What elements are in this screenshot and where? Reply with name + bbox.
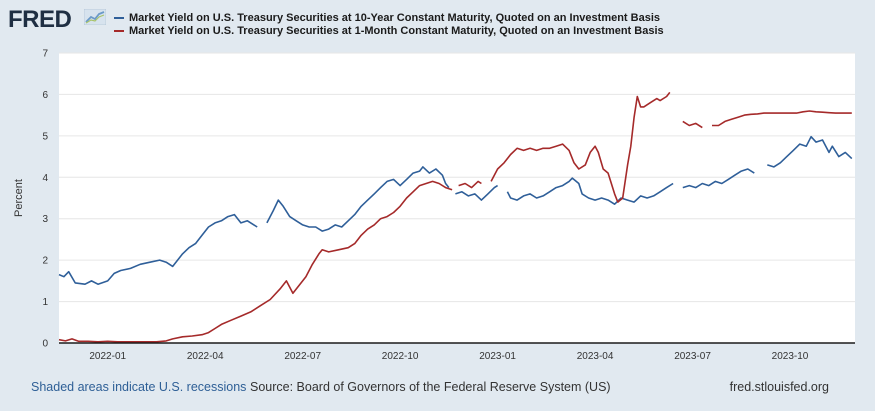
legend-label-1-month: Market Yield on U.S. Treasury Securities… bbox=[129, 24, 664, 37]
y-axis-title: Percent bbox=[13, 179, 25, 217]
y-axis-ticks: 0 1 2 3 4 5 6 7 bbox=[42, 49, 48, 350]
chart-footer: Shaded areas indicate U.S. recessions So… bbox=[0, 380, 875, 400]
legend-item-1-month[interactable]: Market Yield on U.S. Treasury Securities… bbox=[114, 24, 664, 37]
x-tick-label: 2023-10 bbox=[772, 351, 809, 362]
y-tick-label: 6 bbox=[42, 90, 48, 101]
x-tick-label: 2022-07 bbox=[284, 351, 321, 362]
x-tick-label: 2023-04 bbox=[577, 351, 614, 362]
y-tick-label: 1 bbox=[42, 297, 48, 308]
chart-header: FRED Market Yield on U.S. Treasury Secur… bbox=[0, 0, 875, 48]
x-axis-ticks: 2022-01 2022-04 2022-07 2022-10 2023-01 2023-… bbox=[89, 351, 808, 362]
y-tick-label: 0 bbox=[42, 339, 48, 350]
y-tick-label: 3 bbox=[42, 214, 48, 225]
fred-logo[interactable]: FRED bbox=[8, 6, 72, 33]
y-tick-label: 4 bbox=[42, 173, 48, 184]
series-line-10-year[interactable] bbox=[58, 135, 853, 285]
y-tick-label: 7 bbox=[42, 49, 48, 60]
y-gridlines bbox=[59, 52, 855, 303]
y-tick-label: 5 bbox=[42, 131, 48, 142]
plot-area bbox=[59, 53, 855, 343]
recession-note-link[interactable]: Shaded areas indicate U.S. recessions bbox=[31, 380, 247, 394]
series-lines bbox=[58, 91, 853, 343]
y-tick-label: 2 bbox=[42, 256, 48, 267]
source-note: Source: Board of Governors of the Federa… bbox=[250, 380, 611, 394]
legend-item-10-year[interactable]: Market Yield on U.S. Treasury Securities… bbox=[114, 11, 664, 24]
legend-swatch-1-month bbox=[114, 29, 124, 32]
x-tick-label: 2023-07 bbox=[674, 351, 711, 362]
chart-legend: Market Yield on U.S. Treasury Securities… bbox=[114, 11, 664, 37]
chart-trend-icon bbox=[84, 9, 106, 25]
legend-label-10-year: Market Yield on U.S. Treasury Securities… bbox=[129, 11, 661, 24]
x-tick-label: 2022-04 bbox=[187, 351, 224, 362]
fred-url-link[interactable]: fred.stlouisfed.org bbox=[729, 380, 829, 394]
x-tick-label: 2023-01 bbox=[479, 351, 516, 362]
x-tick-label: 2022-01 bbox=[89, 351, 126, 362]
series-line-1-month[interactable] bbox=[58, 91, 852, 343]
legend-swatch-10-year bbox=[114, 16, 124, 19]
x-tick-label: 2022-10 bbox=[382, 351, 419, 362]
